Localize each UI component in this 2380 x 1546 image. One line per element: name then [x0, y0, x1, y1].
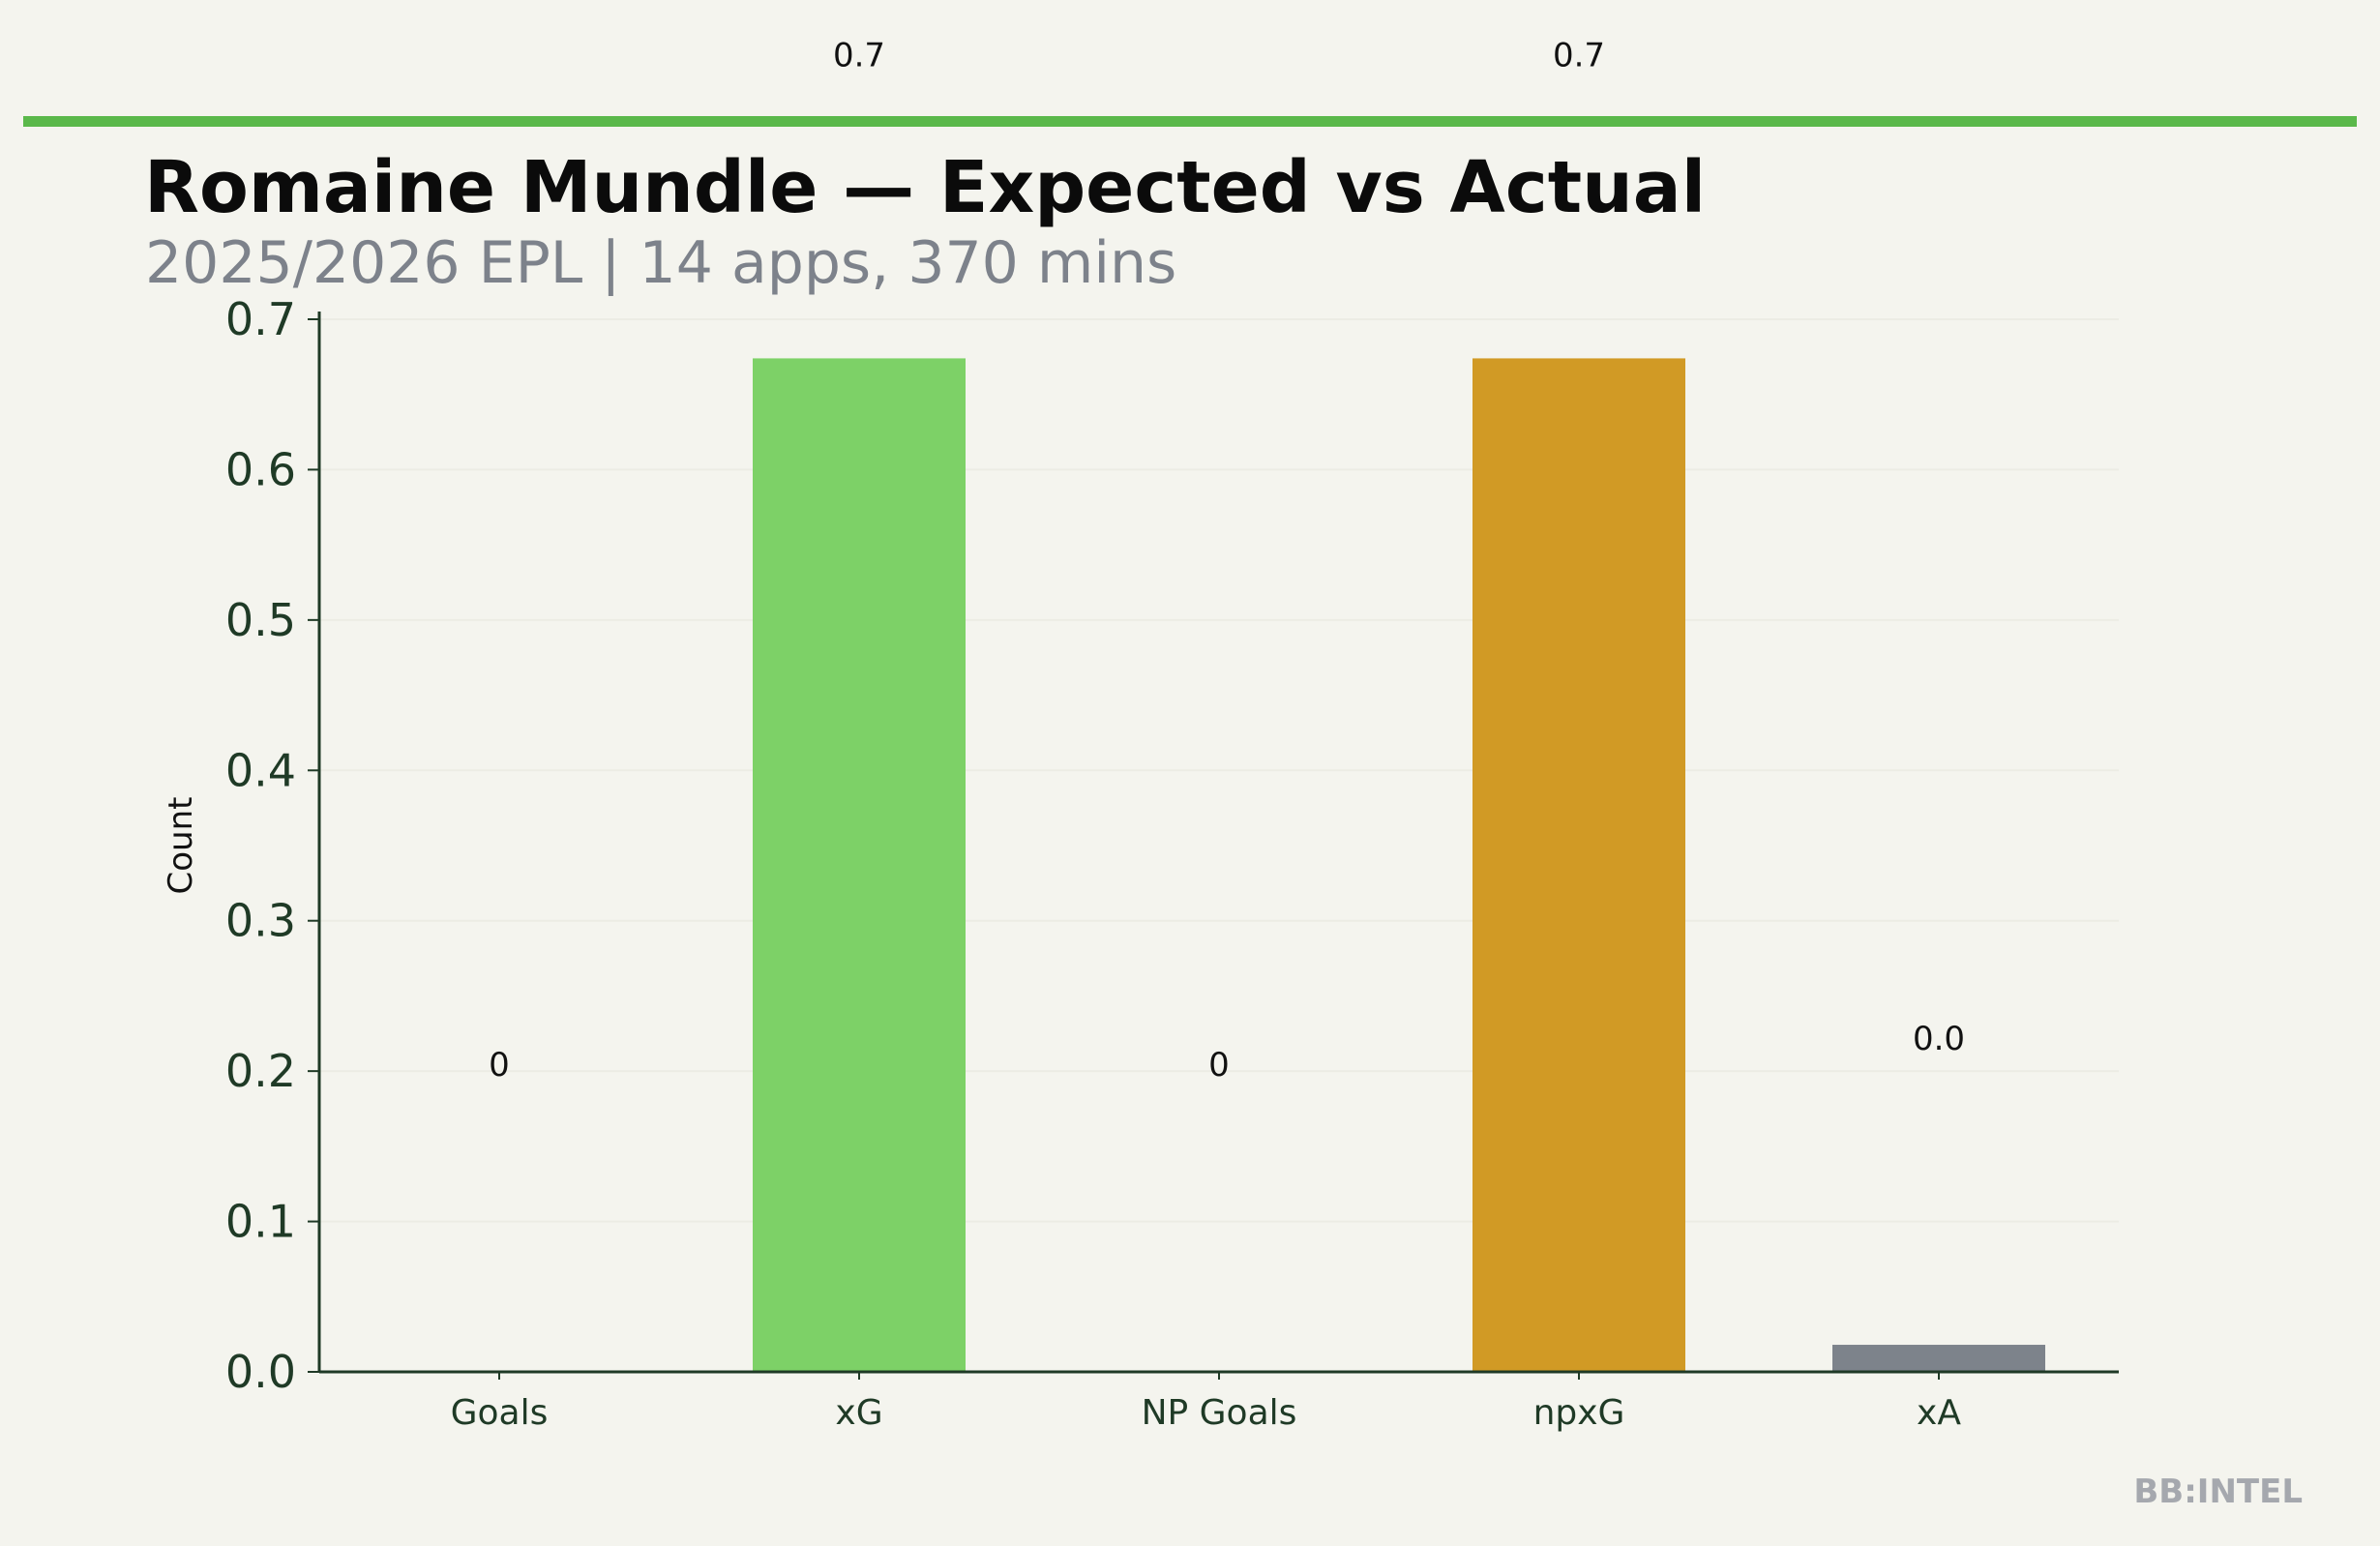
y-tick-label: 0.4 [225, 744, 296, 796]
bar-xg [753, 358, 966, 1373]
value-label: 0 [489, 1046, 510, 1085]
accent-rule [23, 116, 2357, 127]
y-tick-label: 0.0 [225, 1346, 296, 1398]
chart-subtitle: 2025/2026 EPL | 14 apps, 370 mins [145, 229, 1177, 297]
x-tick-label: npxG [1533, 1393, 1625, 1433]
bar-xa [1832, 1345, 2045, 1372]
y-tick-label: 0.5 [225, 594, 296, 646]
bar-npxg [1473, 358, 1685, 1373]
value-label: 0.0 [1913, 1020, 1965, 1058]
x-tick-label: xA [1917, 1393, 1961, 1433]
value-label: 0.7 [833, 36, 885, 74]
y-tick-label: 0.1 [225, 1196, 296, 1248]
y-axis-label: Count [162, 797, 200, 895]
x-tick-label: NP Goals [1142, 1393, 1297, 1433]
y-tick-label: 0.3 [225, 895, 296, 947]
value-label: 0 [1208, 1046, 1230, 1085]
brand-watermark: BB:INTEL [2133, 1472, 2303, 1511]
chart-title: Romaine Mundle — Expected vs Actual [144, 146, 1707, 229]
y-tick-label: 0.6 [225, 443, 296, 495]
x-tick-label: Goals [451, 1393, 549, 1433]
y-tick-label: 0.2 [225, 1045, 296, 1097]
y-tick-label: 0.7 [225, 293, 296, 345]
value-label: 0.7 [1553, 36, 1605, 74]
x-tick-label: xG [835, 1393, 882, 1433]
